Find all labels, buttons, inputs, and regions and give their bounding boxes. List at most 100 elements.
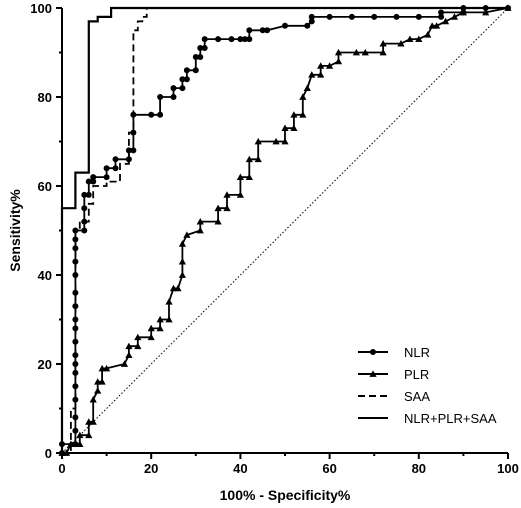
y-tick-label: 80 bbox=[38, 90, 52, 105]
data-point bbox=[192, 53, 199, 60]
data-point bbox=[112, 156, 119, 163]
data-point bbox=[393, 13, 400, 20]
data-point bbox=[379, 40, 387, 47]
data-point bbox=[201, 36, 208, 43]
data-point bbox=[89, 396, 97, 403]
data-point bbox=[264, 27, 271, 34]
data-point bbox=[120, 360, 129, 367]
data-point bbox=[245, 155, 253, 163]
series-nlr-plr-saa bbox=[60, 6, 508, 453]
data-point bbox=[308, 71, 316, 78]
series-saa bbox=[62, 7, 508, 454]
data-point bbox=[308, 13, 315, 20]
data-point bbox=[156, 324, 164, 332]
x-tick-label: 40 bbox=[233, 461, 247, 476]
data-point bbox=[317, 71, 325, 78]
data-point bbox=[90, 178, 97, 185]
data-point bbox=[157, 94, 164, 100]
data-point bbox=[196, 218, 204, 225]
data-point bbox=[197, 45, 204, 52]
data-point bbox=[299, 93, 307, 100]
reference-diagonal bbox=[61, 7, 509, 454]
data-point bbox=[147, 333, 155, 341]
y-tick-label: 20 bbox=[38, 357, 52, 372]
legend-item: NLR bbox=[358, 345, 430, 360]
y-axis-title: Sensitivity% bbox=[7, 189, 23, 272]
legend-item: NLR+PLR+SAA bbox=[358, 411, 497, 426]
data-point bbox=[245, 173, 253, 180]
data-point bbox=[259, 27, 266, 34]
data-point bbox=[352, 48, 360, 56]
x-tick-label: 60 bbox=[322, 461, 336, 476]
data-point bbox=[72, 427, 79, 434]
data-point bbox=[81, 191, 88, 198]
data-point bbox=[237, 36, 244, 43]
data-point bbox=[72, 245, 79, 252]
data-point bbox=[438, 13, 445, 20]
data-point bbox=[85, 191, 92, 198]
data-point bbox=[290, 111, 298, 118]
data-point bbox=[72, 414, 79, 421]
y-tick-label: 60 bbox=[38, 179, 52, 194]
data-point bbox=[415, 13, 422, 20]
data-point bbox=[424, 31, 432, 38]
x-tick-label: 80 bbox=[412, 461, 426, 476]
data-point bbox=[165, 298, 173, 305]
data-point bbox=[215, 36, 222, 43]
y-tick-label: 100 bbox=[30, 1, 52, 16]
data-point bbox=[228, 36, 235, 43]
data-point bbox=[415, 35, 423, 43]
data-point bbox=[125, 351, 133, 358]
data-point bbox=[246, 36, 253, 43]
data-point bbox=[281, 137, 289, 145]
data-point bbox=[201, 45, 208, 52]
data-point bbox=[134, 333, 142, 341]
data-point bbox=[134, 342, 142, 350]
data-point bbox=[72, 289, 79, 296]
data-point bbox=[241, 36, 248, 43]
reference-line bbox=[61, 7, 509, 454]
series-line bbox=[60, 6, 508, 453]
legend-item: PLR bbox=[358, 367, 429, 382]
data-point bbox=[174, 284, 182, 292]
data-point bbox=[170, 94, 177, 100]
data-point bbox=[81, 227, 88, 234]
y-tick-label: 0 bbox=[45, 446, 52, 461]
data-point bbox=[94, 387, 102, 394]
data-point bbox=[223, 191, 231, 198]
data-point bbox=[130, 147, 137, 154]
data-point bbox=[178, 240, 187, 247]
series-layer bbox=[58, 4, 512, 456]
data-point bbox=[482, 8, 490, 16]
data-point bbox=[304, 22, 311, 29]
data-point bbox=[450, 13, 459, 20]
x-tick-label: 0 bbox=[58, 461, 65, 476]
data-point bbox=[303, 84, 311, 91]
data-point bbox=[98, 378, 106, 385]
data-point bbox=[223, 204, 231, 212]
data-point bbox=[397, 40, 405, 47]
data-point bbox=[317, 62, 325, 69]
data-point bbox=[433, 22, 441, 29]
data-point bbox=[334, 48, 343, 56]
data-point bbox=[179, 76, 186, 83]
data-point bbox=[438, 9, 445, 16]
data-point bbox=[281, 124, 289, 132]
data-point bbox=[156, 315, 164, 323]
data-point bbox=[459, 8, 467, 16]
data-point bbox=[371, 13, 378, 20]
x-tick-label: 100 bbox=[497, 461, 519, 476]
legend-label: SAA bbox=[404, 389, 430, 404]
data-point bbox=[290, 124, 298, 132]
legend-item: SAA bbox=[358, 389, 430, 404]
data-point bbox=[89, 418, 97, 425]
data-point bbox=[272, 137, 280, 145]
data-point bbox=[178, 271, 187, 278]
data-point bbox=[348, 13, 355, 20]
data-point bbox=[214, 204, 222, 212]
data-point bbox=[157, 111, 164, 118]
legend-marker bbox=[370, 349, 376, 355]
data-point bbox=[236, 173, 244, 180]
data-point bbox=[183, 76, 190, 83]
